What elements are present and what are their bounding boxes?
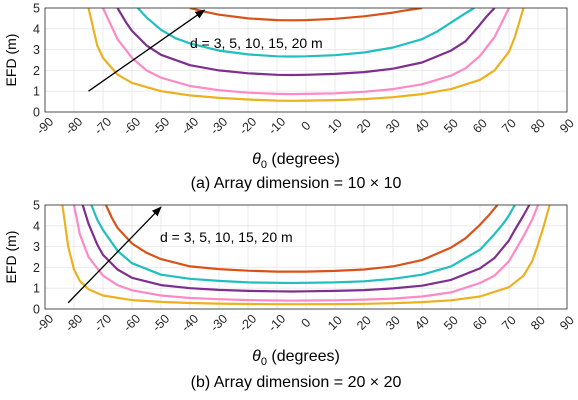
x-tick-label: -70 bbox=[92, 115, 115, 138]
x-tick-label: -30 bbox=[208, 312, 231, 335]
y-tick-label: 3 bbox=[33, 240, 40, 254]
series-line-0 bbox=[87, 8, 525, 102]
series-line-3 bbox=[136, 8, 475, 58]
y-axis-label: EFD (m) bbox=[3, 34, 19, 87]
x-tick-label: 70 bbox=[499, 116, 519, 136]
x-tick-label: -60 bbox=[121, 312, 144, 335]
chart-caption: (a) Array dimension = 10 × 10 bbox=[191, 175, 402, 192]
x-tick-label: -50 bbox=[150, 312, 173, 335]
x-tick-label: 70 bbox=[499, 313, 519, 333]
x-tick-label: 80 bbox=[528, 116, 548, 136]
x-tick-label: 90 bbox=[557, 313, 577, 333]
x-tick-label: 50 bbox=[441, 313, 461, 333]
x-tick-label: -40 bbox=[179, 115, 202, 138]
x-tick-label: -10 bbox=[266, 115, 289, 138]
chart-caption: (b) Array dimension = 20 × 20 bbox=[191, 374, 402, 391]
annotation-text: d = 3, 5, 10, 15, 20 m bbox=[160, 229, 293, 245]
annotation-text: d = 3, 5, 10, 15, 20 m bbox=[190, 35, 323, 51]
x-tick-label: -10 bbox=[266, 312, 289, 335]
x-tick-label: -80 bbox=[63, 312, 86, 335]
y-tick-label: 1 bbox=[33, 282, 40, 296]
x-tick-label: 80 bbox=[528, 313, 548, 333]
y-tick-label: 4 bbox=[33, 22, 40, 36]
y-ticks: 0 1 2 3 4 5 bbox=[33, 2, 40, 120]
x-tick-label: -70 bbox=[92, 312, 115, 335]
x-axis-label-symbol: θ bbox=[252, 151, 261, 168]
annotation-arrow bbox=[88, 9, 206, 92]
series-line-2 bbox=[116, 8, 496, 77]
y-tick-label: 2 bbox=[33, 261, 40, 275]
x-axis-label: θ0 (degrees) bbox=[252, 348, 340, 368]
x-ticks: -90 -80 -70 -60 -50 -40 -30 -20 -10 0 10 20 30 40 50 60… bbox=[34, 115, 577, 138]
x-tick-label: 0 bbox=[299, 316, 314, 331]
x-axis-label-subscript: 0 bbox=[261, 356, 267, 368]
grid bbox=[44, 7, 568, 113]
x-axis-label: θ0 (degrees) bbox=[252, 151, 340, 171]
y-tick-label: 0 bbox=[33, 303, 40, 317]
series-line-1 bbox=[102, 8, 510, 96]
x-tick-label: -20 bbox=[237, 312, 260, 335]
series-line-0 bbox=[61, 205, 551, 306]
x-ticks: -90 -80 -70 -60 -50 -40 -30 -20 -10 0 10 20 30 40 50 60… bbox=[34, 312, 577, 335]
x-axis-label-symbol: θ bbox=[252, 348, 261, 365]
x-axis-label-rest: (degrees) bbox=[267, 151, 340, 168]
series-line-3 bbox=[90, 205, 516, 285]
x-tick-label: 60 bbox=[470, 116, 490, 136]
x-tick-label: 50 bbox=[441, 116, 461, 136]
x-tick-label: -80 bbox=[63, 115, 86, 138]
series-line-2 bbox=[81, 205, 531, 293]
y-tick-label: 0 bbox=[33, 106, 40, 120]
x-tick-label: 20 bbox=[354, 313, 374, 333]
annotation-arrow bbox=[67, 206, 162, 304]
x-tick-label: 40 bbox=[412, 116, 432, 136]
plot-frame bbox=[44, 204, 568, 310]
x-tick-label: -60 bbox=[121, 115, 144, 138]
y-tick-label: 5 bbox=[33, 199, 40, 213]
x-tick-label: 30 bbox=[383, 313, 403, 333]
plot-lines bbox=[61, 205, 551, 306]
y-tick-label: 2 bbox=[33, 64, 40, 78]
series-line-4 bbox=[189, 8, 423, 22]
y-tick-label: 1 bbox=[33, 85, 40, 99]
series-line-4 bbox=[104, 205, 499, 273]
y-ticks: 0 1 2 3 4 5 bbox=[33, 199, 40, 317]
x-tick-label: 90 bbox=[557, 116, 577, 136]
y-tick-label: 5 bbox=[33, 2, 40, 16]
series-line-1 bbox=[72, 205, 540, 302]
x-tick-label: 10 bbox=[325, 116, 345, 136]
y-tick-label: 3 bbox=[33, 43, 40, 57]
x-tick-label: 10 bbox=[325, 313, 345, 333]
plot-lines bbox=[87, 8, 525, 102]
x-tick-label: -40 bbox=[179, 312, 202, 335]
x-axis-label-rest: (degrees) bbox=[267, 348, 340, 365]
x-axis-label-subscript: 0 bbox=[261, 159, 267, 171]
x-tick-label: -20 bbox=[237, 115, 260, 138]
y-axis-label: EFD (m) bbox=[3, 231, 19, 284]
x-tick-label: 0 bbox=[299, 119, 314, 134]
plot-frame bbox=[44, 7, 568, 113]
x-tick-label: -30 bbox=[208, 115, 231, 138]
y-tick-label: 4 bbox=[33, 219, 40, 233]
x-tick-label: 30 bbox=[383, 116, 403, 136]
x-tick-label: 20 bbox=[354, 116, 374, 136]
x-tick-label: 60 bbox=[470, 313, 490, 333]
x-tick-label: -50 bbox=[150, 115, 173, 138]
x-tick-label: 40 bbox=[412, 313, 432, 333]
